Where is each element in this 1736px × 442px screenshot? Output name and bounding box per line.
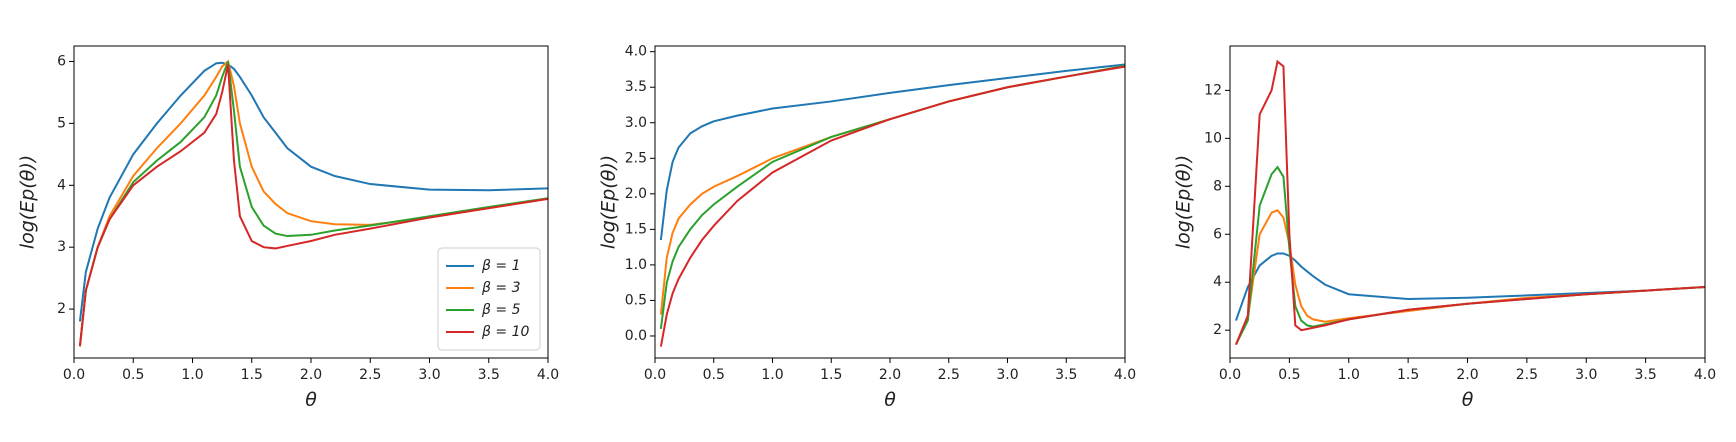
x-tick-label: 2.5 — [359, 367, 381, 383]
x-tick-label: 0.0 — [63, 367, 85, 383]
legend-label: β = 5 — [481, 302, 521, 318]
data-line — [78, 61, 548, 322]
data-line — [659, 65, 1125, 347]
x-tick-label: 3.5 — [1634, 367, 1656, 383]
y-tick-label: 0.5 — [625, 292, 647, 308]
y-tick-label: 1.0 — [625, 257, 647, 273]
y-tick-label: 4 — [1213, 274, 1222, 290]
x-tick-label: 0.5 — [1278, 367, 1300, 383]
y-tick-label: 2 — [57, 301, 66, 317]
y-axis-label: log(Ep(θ)) — [598, 155, 620, 249]
y-tick-label: 1.5 — [625, 221, 647, 237]
y-axis-label: log(Ep(θ)) — [1173, 155, 1195, 249]
x-axis-label: θ — [884, 389, 896, 411]
data-line — [659, 64, 1125, 315]
data-line — [78, 61, 548, 347]
data-line — [1234, 252, 1705, 321]
y-tick-label: 2.5 — [625, 150, 647, 166]
y-tick-label: 6 — [1213, 226, 1222, 242]
data-line — [1235, 59, 1705, 345]
x-tick-label: 3.0 — [1575, 367, 1597, 383]
y-tick-label: 4.0 — [625, 44, 647, 60]
x-tick-label: 1.5 — [1397, 367, 1419, 383]
x-tick-label: 2.5 — [938, 367, 960, 383]
axes-frame — [654, 45, 1126, 359]
axes-frame — [1229, 45, 1706, 359]
x-tick-label: 1.0 — [181, 367, 203, 383]
y-tick-label: 8 — [1213, 178, 1222, 194]
data-line — [78, 59, 548, 347]
x-tick-label: 3.5 — [1055, 367, 1077, 383]
x-tick-label: 2.0 — [1456, 367, 1478, 383]
data-line — [1235, 209, 1705, 345]
x-tick-label: 3.5 — [478, 367, 500, 383]
x-tick-label: 1.5 — [820, 367, 842, 383]
x-tick-label: 1.5 — [241, 367, 263, 383]
x-tick-label: 0.5 — [703, 367, 725, 383]
y-tick-label: 2.0 — [625, 186, 647, 202]
x-tick-label: 3.0 — [996, 367, 1018, 383]
y-axis-label: log(Ep(θ)) — [17, 155, 39, 249]
y-tick-label: 3.0 — [625, 115, 647, 131]
x-tick-label: 4.0 — [1694, 367, 1716, 383]
x-tick-label: 1.0 — [761, 367, 783, 383]
y-tick-label: 4 — [57, 177, 66, 193]
x-tick-label: 2.0 — [879, 367, 901, 383]
data-line — [659, 63, 1125, 241]
x-tick-label: 0.5 — [122, 367, 144, 383]
y-tick-label: 0.0 — [625, 328, 647, 344]
y-tick-label: 10 — [1204, 130, 1222, 146]
x-tick-label: 2.0 — [300, 367, 322, 383]
x-tick-label: 2.5 — [1516, 367, 1538, 383]
x-tick-label: 3.0 — [418, 367, 440, 383]
x-tick-label: 0.0 — [644, 367, 666, 383]
data-line — [1235, 165, 1705, 346]
y-tick-label: 5 — [57, 115, 66, 131]
legend-label: β = 1 — [481, 258, 520, 274]
legend-box — [437, 247, 541, 351]
legend-label: β = 3 — [481, 280, 520, 296]
x-tick-label: 0.0 — [1219, 367, 1241, 383]
legend-label: β = 10 — [481, 324, 529, 340]
y-tick-label: 6 — [57, 53, 66, 69]
x-axis-label: θ — [305, 389, 317, 411]
axes-frame — [73, 45, 549, 359]
x-axis-label: θ — [1462, 389, 1474, 411]
y-tick-label: 3.5 — [625, 79, 647, 95]
data-line — [78, 64, 548, 347]
y-tick-label: 3 — [57, 239, 66, 255]
x-tick-label: 4.0 — [537, 367, 559, 383]
x-tick-label: 1.0 — [1338, 367, 1360, 383]
y-tick-label: 12 — [1204, 82, 1222, 98]
x-tick-label: 4.0 — [1114, 367, 1136, 383]
y-tick-label: 2 — [1213, 322, 1222, 338]
data-line — [659, 64, 1125, 329]
